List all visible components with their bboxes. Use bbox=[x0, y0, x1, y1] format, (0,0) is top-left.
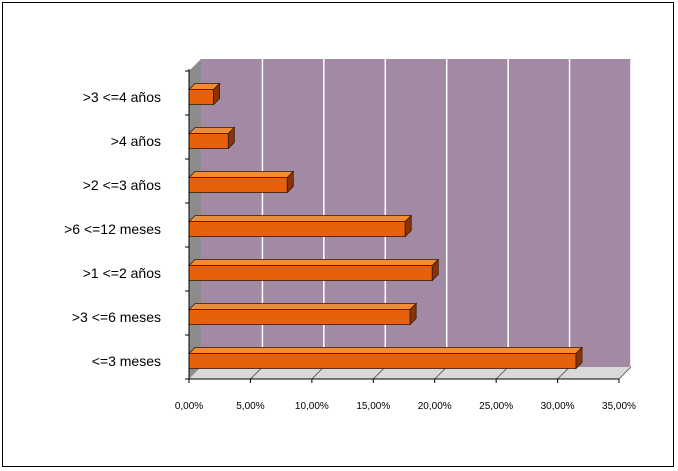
bar-chart: >3 <=4 años >4 años >2 <=3 años >6 <=12 mes… bbox=[64, 59, 636, 412]
x-tick-label: 25,00% bbox=[479, 401, 513, 412]
bar-front bbox=[188, 89, 214, 105]
category-label: >3 <=4 años bbox=[83, 89, 161, 105]
bar-end bbox=[575, 346, 583, 370]
category-label: >1 <=2 años bbox=[83, 265, 161, 281]
category-labels: >3 <=4 años >4 años >2 <=3 años >6 <=12 mes… bbox=[64, 89, 161, 369]
plot-back-wall bbox=[201, 59, 631, 367]
plot-floor bbox=[189, 367, 631, 379]
x-tick-label: 20,00% bbox=[418, 401, 452, 412]
bar-top bbox=[188, 303, 418, 310]
bar-end bbox=[409, 302, 417, 326]
bar-end bbox=[404, 214, 412, 238]
floor-gridline bbox=[250, 366, 263, 380]
floor-gridline bbox=[618, 366, 632, 380]
bar-end bbox=[227, 126, 235, 150]
bar bbox=[188, 302, 418, 326]
x-tick-label: 0,00% bbox=[175, 401, 203, 412]
axes bbox=[185, 69, 620, 383]
floor-gridline bbox=[495, 366, 509, 380]
floor-gridline bbox=[557, 366, 570, 380]
bar-top bbox=[188, 127, 236, 134]
x-tick-labels: 0,00% 5,00% 10,00% 15,00% 20,00% 25,00% 30,00%… bbox=[175, 401, 636, 412]
bars bbox=[188, 82, 583, 370]
category-label: <=3 meses bbox=[92, 353, 161, 369]
bar bbox=[188, 82, 221, 106]
x-tick-label: 30,00% bbox=[541, 401, 575, 412]
bar-front bbox=[188, 353, 577, 369]
floor-gridline bbox=[311, 366, 325, 380]
bar-front bbox=[188, 177, 288, 193]
bar-top bbox=[188, 259, 440, 266]
bar bbox=[188, 258, 440, 282]
bar-front bbox=[188, 133, 229, 149]
floor-gridline bbox=[373, 366, 386, 380]
bar-front bbox=[188, 309, 411, 325]
x-tick-label: 15,00% bbox=[356, 401, 390, 412]
category-label: >3 <=6 meses bbox=[72, 309, 161, 325]
bar bbox=[188, 346, 583, 370]
bar-end bbox=[286, 170, 294, 194]
category-label: >2 <=3 años bbox=[83, 177, 161, 193]
x-tick-label: 35,00% bbox=[602, 401, 636, 412]
bar bbox=[188, 170, 295, 194]
bar-front bbox=[188, 221, 406, 237]
bar-end bbox=[213, 82, 220, 106]
floor-gridline bbox=[434, 366, 447, 380]
category-label: >4 años bbox=[111, 133, 161, 149]
bar bbox=[188, 214, 413, 238]
bar-top bbox=[188, 215, 413, 222]
bar bbox=[188, 126, 236, 150]
x-tick-label: 10,00% bbox=[295, 401, 329, 412]
chart-frame: >3 <=4 años >4 años >2 <=3 años >6 <=12 mes… bbox=[2, 2, 674, 467]
category-label: >6 <=12 meses bbox=[64, 221, 161, 237]
bar-end bbox=[431, 258, 439, 282]
bar-top bbox=[188, 347, 583, 354]
bar-top bbox=[188, 171, 295, 178]
x-tick-label: 5,00% bbox=[236, 401, 264, 412]
bar-front bbox=[188, 265, 433, 281]
